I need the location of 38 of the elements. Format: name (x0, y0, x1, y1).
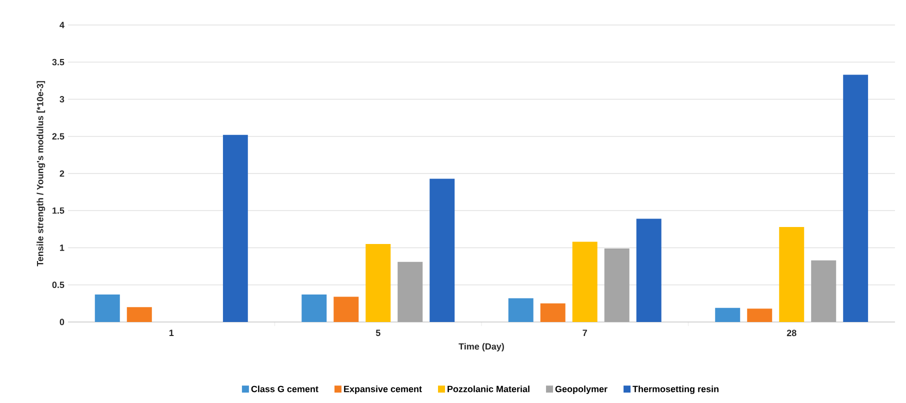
bar (843, 74, 868, 322)
legend-label: Class G cement (251, 386, 318, 392)
x-tick-label: 5 (376, 330, 380, 336)
bar (126, 307, 152, 322)
y-tick-label: 0 (60, 318, 64, 326)
x-tick-label: 7 (582, 330, 587, 336)
y-tick-label: 0.5 (52, 282, 64, 288)
y-tick-label: 4 (60, 22, 64, 28)
y-tick-label: 3.5 (52, 58, 64, 66)
legend-label: Geopolymer (555, 386, 608, 394)
x-axis-title: Time (Day) (458, 343, 504, 352)
legend-label: Thermosetting resin (632, 386, 718, 394)
bar (779, 226, 804, 322)
bar (604, 248, 630, 322)
bar (430, 178, 455, 322)
y-tick-label: 2 (60, 170, 64, 177)
y-tick-label: 3 (60, 96, 64, 102)
bar (636, 218, 662, 322)
bar (366, 244, 391, 322)
legend-label: Pozzolanic Material (448, 386, 530, 392)
bar (508, 298, 534, 322)
bar (811, 260, 836, 322)
legend-label: Expansive cement (344, 386, 422, 394)
y-tick-label: 1.5 (52, 207, 64, 214)
bar (334, 296, 359, 322)
bar (540, 303, 566, 322)
y-axis-title: Tensile strength / Young's modulus [*10e-3] (36, 81, 46, 266)
bar (398, 262, 423, 322)
y-tick-label: 2.5 (52, 133, 64, 140)
x-tick-label: 28 (786, 330, 796, 336)
bar (222, 134, 248, 322)
bar (747, 308, 772, 322)
bar (94, 294, 120, 322)
bar (715, 308, 740, 322)
bar (572, 242, 598, 322)
bar (302, 294, 327, 322)
y-tick-label: 1 (60, 244, 64, 251)
x-tick-label: 1 (169, 330, 174, 336)
